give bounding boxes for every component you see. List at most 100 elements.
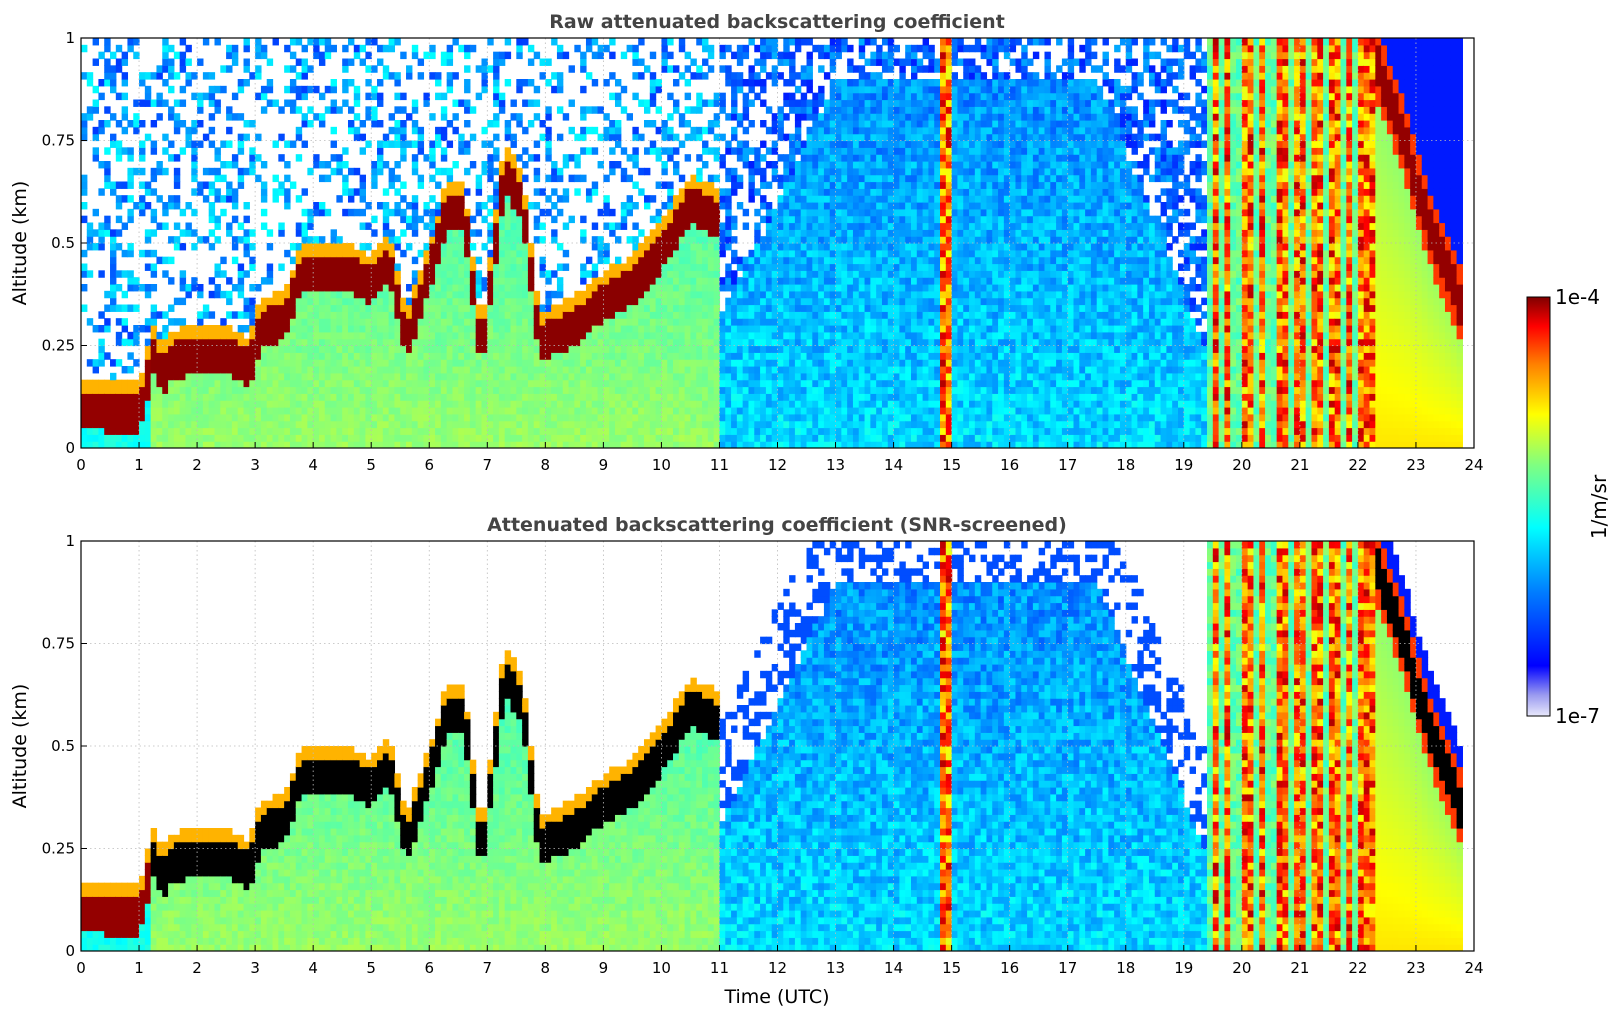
heatmap-cell [226,311,233,319]
heatmap-cell [220,393,227,401]
heatmap-cell [533,379,541,388]
heatmap-cell [452,215,459,224]
heatmap-cell [551,331,558,340]
heatmap-cell [527,386,535,394]
heatmap-cell [603,304,610,312]
heatmap-cell [702,441,709,448]
heatmap-cell [359,393,366,401]
heatmap-cell [440,386,448,394]
heatmap-cell [638,72,645,80]
heatmap-cell [493,441,500,448]
heatmap-cell [365,243,372,251]
heatmap-cell [464,215,471,224]
heatmap-cell [458,249,465,258]
heatmap-cell [382,345,390,353]
heatmap-cell [115,400,123,408]
heatmap-cell [626,113,633,121]
heatmap-cell [98,345,105,353]
heatmap-cell [690,174,697,183]
heatmap-cell [527,44,535,53]
heatmap-cell [522,215,529,224]
heatmap-cell [406,72,413,80]
heatmap-cell [510,338,517,347]
heatmap-cell [678,188,686,196]
heatmap-cell [173,331,181,340]
heatmap-cell [411,140,419,148]
heatmap-cell [139,181,146,189]
heatmap-cell [150,400,158,408]
heatmap-cell [406,318,413,326]
heatmap-cell [144,441,152,448]
heatmap-cell [522,318,529,326]
heatmap-cell [168,277,175,285]
heatmap-cell [667,263,674,271]
heatmap-cell [667,352,674,360]
heatmap-cell [707,297,715,306]
heatmap-cell [86,79,94,87]
heatmap-cell [481,304,488,312]
heatmap-cell [371,325,378,333]
heatmap-cell [736,325,744,333]
heatmap-cell [707,277,715,285]
heatmap-cell [231,44,239,53]
heatmap-cell [731,99,738,107]
heatmap-cell [86,236,94,244]
heatmap-cell [794,263,802,271]
heatmap-cell [226,140,233,148]
heatmap-cell [649,441,657,448]
heatmap-cell [365,318,372,326]
heatmap-cell [423,304,430,312]
heatmap-cell [649,79,657,87]
heatmap-cell [289,85,297,94]
heatmap-cell [812,311,819,319]
heatmap-cell [400,372,407,381]
heatmap-cell [121,195,129,203]
heatmap-cell [353,325,361,333]
heatmap-cell [377,161,384,169]
heatmap-cell [597,407,604,415]
heatmap-cell [684,188,692,196]
heatmap-cell [347,311,355,319]
heatmap-cell [110,284,117,292]
heatmap-cell [353,44,361,53]
heatmap-cell [179,147,187,155]
heatmap-cell [481,352,488,360]
heatmap-cell [464,290,471,299]
heatmap-cell [347,325,355,333]
heatmap-cell [86,106,94,114]
heatmap-cell [707,174,715,183]
heatmap-cell [603,318,610,326]
heatmap-cell [342,263,349,271]
heatmap-cell [237,85,245,94]
heatmap-cell [260,400,268,408]
heatmap-cell [464,325,471,333]
heatmap-cell [690,195,697,203]
heatmap-cell [202,195,210,203]
heatmap-cell [371,407,378,415]
heatmap-cell [632,92,639,101]
heatmap-cell [237,236,245,244]
heatmap-cell [725,297,732,306]
heatmap-cell [191,161,198,169]
heatmap-cell [313,38,320,46]
heatmap-cell [318,420,326,429]
heatmap-cell [794,208,802,217]
heatmap-cell [580,441,587,448]
heatmap-cell [620,202,628,210]
heatmap-cell [771,297,779,306]
heatmap-cell [371,65,378,73]
heatmap-cell [475,386,483,394]
heatmap-cell [452,393,459,401]
heatmap-cell [475,413,483,422]
heatmap-cell [644,434,651,442]
heatmap-cell [202,400,210,408]
heatmap-cell [742,372,750,381]
heatmap-cell [551,434,558,442]
heatmap-cell [504,284,512,292]
heatmap-cell [591,222,599,230]
heatmap-cell [173,167,181,176]
heatmap-cell [661,215,668,224]
heatmap-cell [400,215,407,224]
heatmap-cell [324,441,332,448]
heatmap-cell [185,407,192,415]
